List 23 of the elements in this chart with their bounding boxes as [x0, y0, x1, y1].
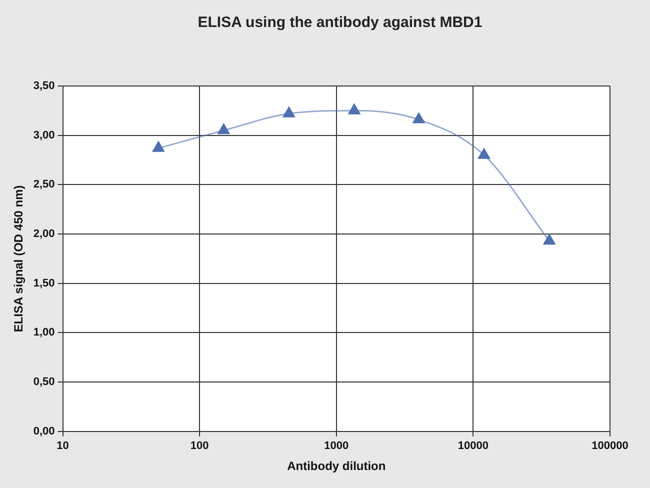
- y-tick-label: 3,00: [33, 129, 55, 142]
- point: [412, 112, 425, 124]
- x-tick-label: 10: [56, 440, 69, 452]
- y-tick-label: 3,50: [33, 80, 55, 92]
- point: [152, 141, 164, 152]
- y-tick-label: 1,50: [33, 277, 55, 290]
- point: [543, 234, 556, 245]
- y-tick-label: 2,50: [33, 178, 55, 191]
- point: [218, 124, 230, 134]
- y-tick-label: 0,50: [33, 376, 55, 388]
- x-tick-label: 100000: [592, 440, 628, 452]
- x-tick-label: 1000: [324, 440, 349, 452]
- y-axis-title: ELISA signal (OD 450 nm): [12, 185, 26, 332]
- point: [283, 106, 295, 118]
- y-tick-label: 2,00: [33, 228, 55, 240]
- point: [478, 148, 490, 159]
- x-tick-label: 10000: [458, 440, 488, 452]
- point: [348, 104, 360, 114]
- y-tick-label: 0,00: [33, 425, 55, 438]
- x-axis-title: Antibody dilution: [287, 459, 386, 474]
- chart-title: ELISA using the antibody against MBD1: [196, 13, 484, 33]
- y-tick-label: 1,00: [33, 326, 55, 339]
- x-tick-label: 100: [190, 440, 209, 452]
